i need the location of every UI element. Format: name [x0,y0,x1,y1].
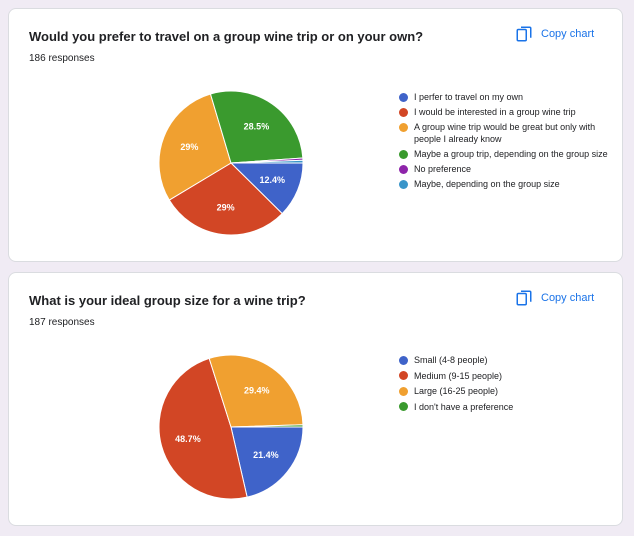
legend-item: Maybe a group trip, depending on the gro… [399,148,614,160]
pie-chart: 21.4% 48.7% 29.4% [158,355,304,500]
legend-label: Large (16-25 people) [414,386,499,396]
pie-slice-maybe-a-group-trip-depending-on-the-grou [209,91,304,164]
legend-swatch [399,371,408,380]
legend-item: Maybe, depending on the group size [399,178,614,190]
legend-swatch [399,386,408,396]
pie-slice-i-would-be-interested-in-a-group-wine-tr [168,162,283,236]
chart-card-group-size: What is your ideal group size for a wine… [8,272,623,526]
pie-slice-maybe-depending-on-the-group-size [230,159,304,164]
legend-label: I would be interested in a group wine tr… [414,107,576,117]
legend-item: A group wine trip would be great but onl… [399,121,614,145]
legend-swatch [399,107,408,117]
pie-data-label: 28.5% [244,121,270,131]
legend-label: I don't have a preference [414,401,514,412]
legend-item: I don't have a preference [399,401,614,413]
legend-swatch [399,92,408,102]
copy-icon [516,26,532,42]
legend-label: Small (4-8 people) [414,355,488,365]
pie-slice-medium-9-15-people [158,357,248,500]
legend-swatch [399,355,408,365]
copy-icon [516,290,532,306]
legend-label: Maybe a group trip, depending on the gro… [414,149,608,159]
pie-slice-i-don-t-have-a-preference [230,424,304,428]
pie-slice-small-4-8-people [230,426,304,498]
legend-swatch [399,164,408,174]
pie-chart: 12.4% 29% 29% 28.5% [158,91,304,236]
legend-item: Medium (9-15 people) [399,370,614,382]
question-title: Would you prefer to travel on a group wi… [29,29,424,44]
question-title: What is your ideal group size for a wine… [29,293,306,308]
copy-chart-button[interactable]: Copy chart [515,25,594,43]
pie-data-label: 12.4% [260,175,286,185]
response-count: 186 responses [29,53,95,64]
legend-item: Large (16-25 people) [399,385,614,397]
pie-data-label: 48.7% [175,434,201,444]
pie-slice-large-16-25-people [208,355,304,428]
response-count: 187 responses [29,317,95,328]
legend-item: I would be interested in a group wine tr… [399,106,614,118]
legend-swatch [399,179,408,189]
legend-item: I perfer to travel on my own [399,91,614,103]
legend-label: Maybe, depending on the group size [414,179,560,189]
pie-data-label: 21.4% [253,450,279,460]
pie-slice-a-group-wine-trip-would-be-great-but-onl [158,93,232,201]
legend-swatch [399,122,408,132]
legend-swatch [399,402,408,411]
pie-data-label: 29.4% [244,386,270,396]
pie-data-label: 29% [217,202,235,212]
chart-legend: I perfer to travel on my own I would be i… [399,91,614,193]
copy-chart-label: Copy chart [541,292,595,304]
copy-chart-button[interactable]: Copy chart [515,289,594,307]
chart-card-travel-preference: Would you prefer to travel on a group wi… [8,8,623,262]
legend-label: Medium (9-15 people) [414,370,503,381]
legend-item: Small (4-8 people) [399,354,614,366]
legend-item: No preference [399,163,614,175]
legend-label: No preference [414,164,472,174]
pie-data-label: 29% [180,142,198,152]
legend-swatch [399,149,408,159]
legend-label: A group wine trip would be great but onl… [414,122,596,144]
copy-chart-label: Copy chart [541,28,595,40]
chart-legend: Small (4-8 people) Medium (9-15 people) La… [399,354,614,416]
legend-label: I perfer to travel on my own [414,92,524,102]
